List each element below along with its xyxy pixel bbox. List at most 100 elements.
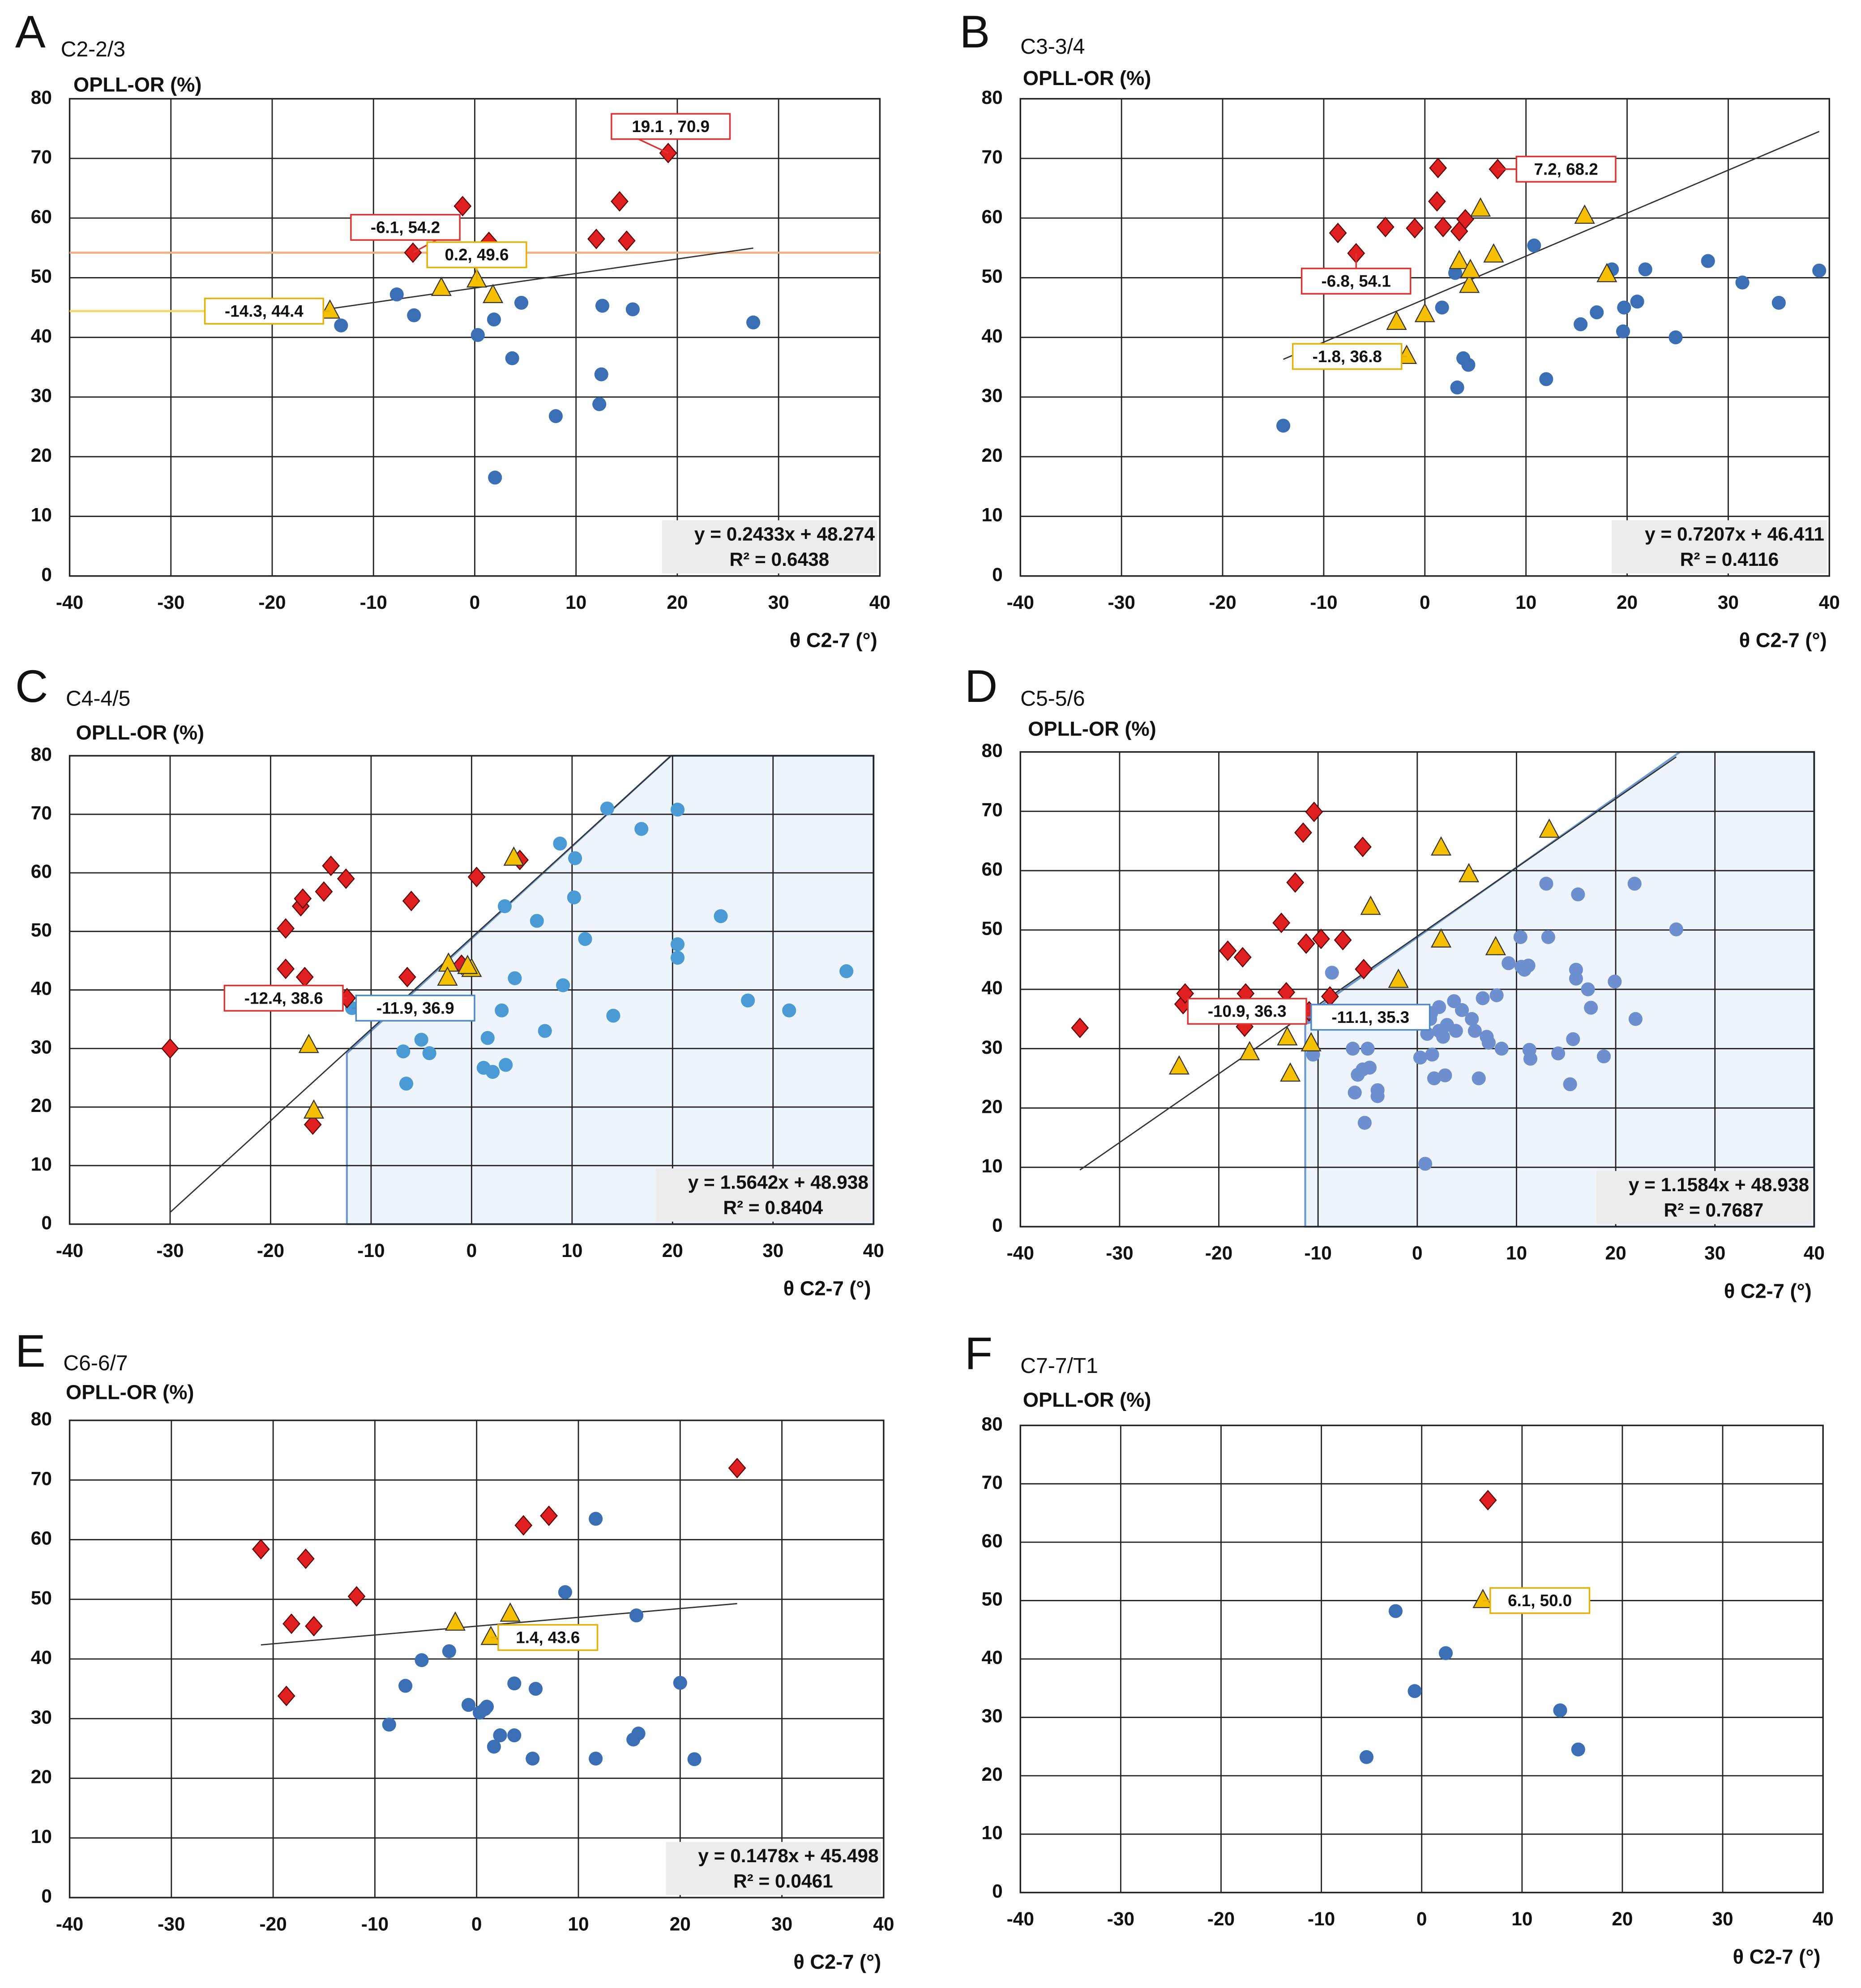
- y-tick-label: 70: [31, 1468, 52, 1489]
- y-tick-label: 80: [982, 740, 1003, 761]
- point: [1539, 876, 1553, 891]
- annotation-box: [497, 1624, 599, 1651]
- point: [1408, 1684, 1422, 1698]
- y-tick-label: 80: [982, 87, 1003, 108]
- point: [480, 1031, 495, 1045]
- point: [528, 1682, 543, 1696]
- point: [1414, 303, 1435, 322]
- point: [1458, 863, 1480, 882]
- x-tick-label: 30: [1704, 1243, 1725, 1264]
- panel: C C4-4/5 OPLL-OR (%) θ C2-7 (°) 0 10 20 30 40 50 6…: [15, 661, 884, 1300]
- y-tick-label: 60: [982, 859, 1003, 880]
- point: [1286, 872, 1305, 893]
- y-tick-label: 70: [31, 146, 52, 167]
- point: [503, 846, 524, 866]
- x-axis-label: θ C2-7 (°): [793, 1950, 881, 1973]
- point: [1428, 191, 1446, 212]
- y-tick-label: 20: [982, 1764, 1003, 1785]
- point: [746, 315, 761, 329]
- x-tick-label: -10: [360, 592, 387, 613]
- point: [1354, 836, 1372, 857]
- point: [514, 295, 529, 310]
- point: [1388, 968, 1409, 988]
- y-tick-label: 40: [31, 325, 52, 346]
- trend-equation: y = 0.7207x + 46.411: [1645, 523, 1824, 544]
- point: [514, 1515, 533, 1536]
- point: [1359, 1750, 1374, 1764]
- point: [1449, 1024, 1463, 1038]
- point: [670, 803, 685, 817]
- point: [1438, 1646, 1453, 1660]
- y-tick-label: 50: [31, 1587, 52, 1608]
- x-tick-label: 40: [1804, 1243, 1825, 1264]
- equation-box: [1596, 1171, 1812, 1224]
- annotation-label: -6.8, 54.1: [1322, 272, 1391, 291]
- point: [1617, 300, 1631, 315]
- point: [1435, 300, 1449, 315]
- point: [399, 1077, 414, 1091]
- point: [540, 1505, 558, 1526]
- x-tick-label: 40: [1813, 1908, 1834, 1929]
- point: [594, 367, 608, 381]
- point: [1596, 263, 1617, 282]
- point: [445, 1611, 466, 1631]
- x-tick-label: -20: [1209, 592, 1236, 613]
- x-tick-label: -20: [1207, 1908, 1235, 1929]
- point: [1479, 1490, 1497, 1511]
- x-tick-label: -30: [1106, 1243, 1133, 1264]
- point: [1472, 1589, 1493, 1608]
- point: [305, 1616, 323, 1637]
- plot-border: [68, 755, 874, 1225]
- y-tick-label: 70: [31, 802, 52, 823]
- plot-border: [1019, 98, 1830, 577]
- annotation-label: -11.9, 36.9: [376, 999, 454, 1018]
- point: [741, 993, 755, 1008]
- y-axis-label: OPLL-OR (%): [76, 721, 204, 744]
- point: [461, 1698, 476, 1712]
- x-tick-label: -30: [1107, 1908, 1134, 1929]
- point: [337, 868, 355, 889]
- point: [500, 1602, 521, 1622]
- point: [1301, 1032, 1322, 1052]
- annotation-label: 7.2, 68.2: [1534, 160, 1598, 178]
- annotation-box: [1292, 343, 1403, 370]
- point: [1481, 1035, 1496, 1050]
- y-tick-label: 30: [982, 1706, 1003, 1727]
- y-tick-label: 60: [31, 861, 52, 882]
- point: [1539, 818, 1560, 838]
- x-tick-label: 20: [662, 1240, 683, 1261]
- y-tick-label: 80: [31, 1408, 52, 1429]
- point: [396, 1044, 411, 1059]
- point: [1276, 419, 1291, 433]
- point: [567, 890, 581, 905]
- point: [1294, 822, 1312, 843]
- point: [1272, 912, 1291, 933]
- equation-box: [1611, 520, 1827, 574]
- point: [578, 932, 592, 946]
- point: [507, 1676, 522, 1691]
- point: [499, 1058, 513, 1072]
- point: [728, 1458, 746, 1479]
- x-tick-label: 10: [1506, 1243, 1527, 1264]
- point: [1432, 1000, 1446, 1014]
- point: [304, 1114, 322, 1135]
- trendline: [1079, 756, 1677, 1171]
- x-tick-label: 0: [471, 1913, 482, 1934]
- annotation-label: -11.1, 35.3: [1331, 1008, 1409, 1026]
- x-tick-label: -10: [1308, 1908, 1335, 1929]
- point: [600, 801, 614, 816]
- panel-letter: F: [965, 1328, 993, 1379]
- point: [294, 888, 312, 909]
- point: [277, 958, 295, 979]
- x-axis-label: θ C2-7 (°): [1724, 1279, 1812, 1302]
- point: [1476, 991, 1490, 1005]
- panel-title: C3-3/4: [1020, 34, 1085, 59]
- point: [508, 971, 522, 985]
- x-tick-label: -30: [158, 1913, 185, 1934]
- x-tick-label: 0: [466, 1240, 477, 1261]
- y-tick-label: 0: [992, 564, 1003, 585]
- annotation-box: [611, 113, 731, 140]
- x-tick-label: -20: [258, 592, 286, 613]
- point: [402, 890, 420, 911]
